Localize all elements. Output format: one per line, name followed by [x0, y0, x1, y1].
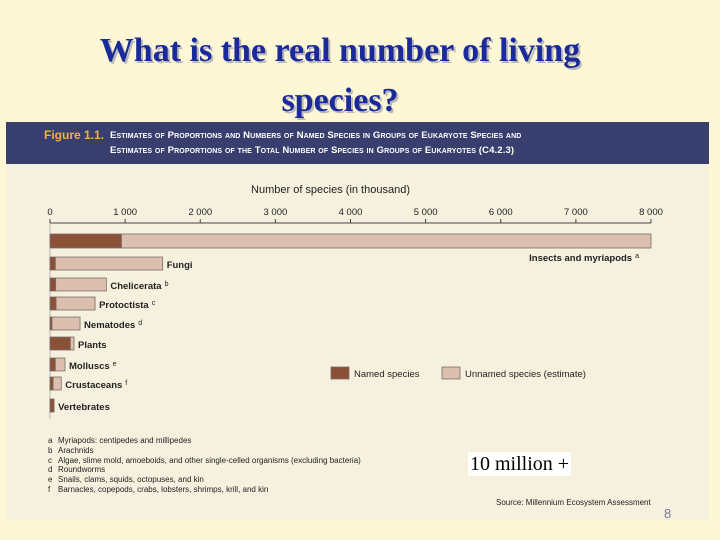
- bar-named: [49, 256, 56, 271]
- legend-swatch-named: [330, 366, 350, 380]
- category-label: Nematodes d: [84, 320, 142, 331]
- x-tick-label: 4 000: [339, 207, 363, 218]
- category-label: Protoctista c: [99, 300, 156, 311]
- category-name: Molluscs: [69, 361, 110, 372]
- x-tick-label: 6 000: [489, 207, 513, 218]
- category-name: Chelicerata: [110, 281, 162, 292]
- footnote-letter: f: [48, 484, 51, 494]
- footnotes: a Myriapods: centipedes and millipedes b Ar…: [48, 436, 448, 495]
- footnote-b: b Arachnids: [48, 446, 448, 456]
- bar-named: [49, 376, 54, 391]
- legend-label-unnamed: Unnamed species (estimate): [465, 369, 586, 380]
- bar-unnamed: [55, 296, 96, 311]
- figure-caption-line-1: Estimates of Proportions and Numbers of …: [110, 130, 522, 141]
- category-name: Fungi: [167, 260, 193, 271]
- category-name: Protoctista: [99, 300, 149, 311]
- category-name: Vertebrates: [58, 402, 110, 413]
- category-label: Molluscs e: [69, 361, 117, 372]
- bar-unnamed: [51, 316, 81, 331]
- category-label: Vertebrates: [58, 402, 110, 413]
- page-number: 8: [664, 506, 672, 521]
- bar-unnamed: [54, 256, 164, 271]
- source-note: Source: Millennium Ecosystem Assessment: [496, 498, 651, 507]
- category-footnote-marker: c: [152, 300, 156, 307]
- category-footnote-marker: f: [125, 380, 127, 387]
- category-footnote-marker: a: [635, 253, 639, 260]
- footnote-text: Myriapods: centipedes and millipedes: [58, 436, 192, 445]
- figure-label: Figure 1.1.: [44, 128, 105, 142]
- category-label: Plants: [78, 340, 107, 351]
- footnote-a: a Myriapods: centipedes and millipedes: [48, 436, 448, 446]
- footnote-f: f Barnacles, copepods, crabs, lobsters, s…: [48, 485, 448, 495]
- footnote-c: c Algae, slime mold, amoeboids, and other…: [48, 456, 448, 466]
- bar-named: [49, 296, 57, 311]
- figure-panel: Figure 1.1. Estimates of Proportions and…: [6, 122, 709, 520]
- slide-title-line-2: species?: [281, 82, 399, 119]
- category-name: Crustaceans: [65, 380, 122, 391]
- x-tick-label: 3 000: [263, 207, 287, 218]
- bar-unnamed: [69, 336, 75, 351]
- bar-named: [49, 233, 122, 249]
- footnote-e: e Snails, clams, squids, octopuses, and k…: [48, 475, 448, 485]
- category-name: Nematodes: [84, 320, 135, 331]
- x-tick-label: 7 000: [564, 207, 588, 218]
- bar-unnamed: [120, 233, 652, 249]
- x-axis-title: Number of species (in thousand): [251, 184, 410, 196]
- slide-title: What is the real number of living specie…: [0, 26, 680, 126]
- footnote-letter: d: [48, 465, 53, 475]
- legend-swatch-unnamed: [441, 366, 461, 380]
- x-tick-label: 5 000: [414, 207, 438, 218]
- x-tick-label: 0: [47, 207, 52, 218]
- bar-named: [49, 357, 56, 372]
- category-footnote-marker: b: [165, 281, 169, 288]
- figure-caption: Estimates of Proportions and Numbers of …: [110, 128, 705, 158]
- bar-named: [49, 277, 57, 292]
- category-label: Fungi: [167, 260, 193, 271]
- species-bar-chart: Number of species (in thousand) 0 1 000 2 0…: [47, 184, 663, 419]
- total-annotation: 10 million +: [468, 452, 572, 476]
- category-footnote-marker: d: [138, 320, 142, 327]
- category-label: Insects and myriapods a: [529, 253, 639, 264]
- x-tick-label: 1 000: [113, 207, 137, 218]
- slide-title-line-1: What is the real number of living: [99, 32, 581, 69]
- footnote-text: Algae, slime mold, amoeboids, and other …: [58, 455, 361, 465]
- footnote-text: Barnacles, copepods, crabs, lobsters, sh…: [58, 484, 269, 494]
- category-footnote-marker: e: [113, 361, 117, 368]
- category-name: Insects and myriapods: [529, 253, 632, 264]
- footnote-letter: b: [48, 445, 53, 455]
- footnote-letter: e: [48, 475, 53, 485]
- footnote-text: Snails, clams, squids, octopuses, and ki…: [58, 475, 204, 485]
- bar-unnamed: [55, 277, 107, 292]
- footnote-letter: a: [48, 436, 53, 445]
- bar-named: [49, 316, 53, 331]
- figure-header: Figure 1.1. Estimates of Proportions and…: [6, 122, 709, 164]
- legend-label-named: Named species: [354, 369, 420, 380]
- category-label: Crustaceans f: [65, 380, 127, 391]
- category-name: Plants: [78, 340, 107, 351]
- footnote-text: Arachnids: [58, 445, 94, 455]
- category-label: Chelicerata b: [110, 281, 168, 292]
- x-tick-label: 8 000: [639, 207, 663, 218]
- bar-named: [49, 336, 71, 351]
- bar-unnamed: [54, 357, 66, 372]
- x-tick-label: 2 000: [188, 207, 212, 218]
- bar-unnamed: [52, 376, 62, 391]
- bar-named: [49, 398, 55, 413]
- footnote-letter: c: [48, 455, 52, 465]
- figure-caption-line-2: Estimates of Proportions of the Total Nu…: [110, 145, 515, 156]
- footnote-d: d Roundworms: [48, 465, 448, 475]
- footnote-text: Roundworms: [58, 465, 106, 475]
